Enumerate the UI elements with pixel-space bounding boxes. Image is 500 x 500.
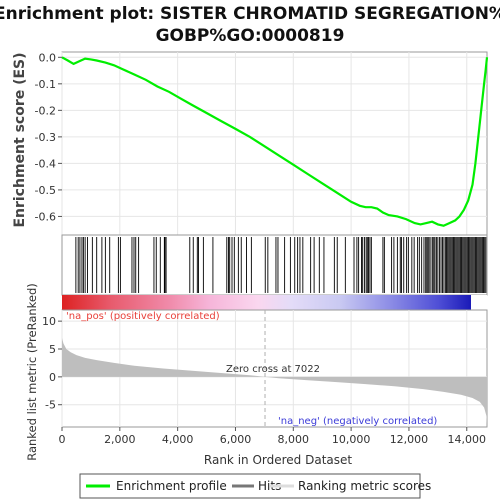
x-axis-ticks: 0 2,000 4,000 6,000 8,000 10,000 12,000 14,000	[59, 427, 487, 446]
es-gridlines	[61, 52, 487, 235]
x-tick-label: 8,000	[278, 433, 310, 446]
x-tick-label: 14,000	[448, 433, 487, 446]
metric-tick-label: 10	[42, 315, 56, 328]
ranking-metric-area	[62, 337, 487, 425]
hits-markers	[75, 237, 487, 293]
es-tick-label: -0.1	[35, 78, 56, 91]
es-tick-label: -0.6	[35, 210, 56, 223]
x-tick-label: 12,000	[390, 433, 429, 446]
x-tick-label: 2,000	[104, 433, 136, 446]
es-panel-frame	[61, 51, 488, 236]
x-tick-label: 4,000	[162, 433, 194, 446]
es-y-axis-ticks: 0.0 -0.1 -0.2 -0.3 -0.4 -0.5 -0.6	[35, 51, 62, 223]
rank-colorbar-tail	[471, 295, 487, 310]
metric-tick-label: -5	[45, 399, 56, 412]
pos-correlated-label: 'na_pos' (positively correlated)	[66, 311, 220, 322]
x-tick-label: 0	[59, 433, 66, 446]
enrichment-profile-line	[61, 56, 489, 227]
rank-colorbar	[62, 295, 471, 310]
legend: Enrichment profile Hits Ranking metric s…	[79, 473, 431, 499]
x-tick-label: 6,000	[220, 433, 252, 446]
chart-title-line-2: GOBP%GO:0000819	[156, 26, 345, 46]
metric-y-axis-ticks: 10 5 0 -5	[42, 315, 62, 412]
legend-hits-label: Hits	[258, 479, 281, 493]
metric-tick-label: 5	[49, 343, 56, 356]
x-axis-label: Rank in Ordered Dataset	[204, 453, 352, 467]
zero-cross-label: Zero cross at 7022	[226, 364, 320, 375]
legend-es-label: Enrichment profile	[116, 479, 227, 493]
es-tick-label: -0.2	[35, 104, 56, 117]
chart-title-line-1: Enrichment plot: SISTER CHROMATID SEGREG…	[0, 4, 500, 24]
metric-tick-label: 0	[49, 371, 56, 384]
metric-y-axis-label: Ranked list metric (PreRanked)	[25, 283, 39, 461]
x-tick-label: 10,000	[332, 433, 371, 446]
es-y-axis-label: Enrichment score (ES)	[12, 52, 28, 227]
es-tick-label: -0.5	[35, 184, 56, 197]
es-tick-label: 0.0	[39, 51, 57, 64]
legend-metric-label: Ranking metric scores	[298, 479, 431, 493]
es-tick-label: -0.3	[35, 131, 56, 144]
hits-panel-frame	[61, 234, 488, 296]
neg-correlated-label: 'na_neg' (negatively correlated)	[278, 416, 437, 427]
es-tick-label: -0.4	[35, 157, 56, 170]
